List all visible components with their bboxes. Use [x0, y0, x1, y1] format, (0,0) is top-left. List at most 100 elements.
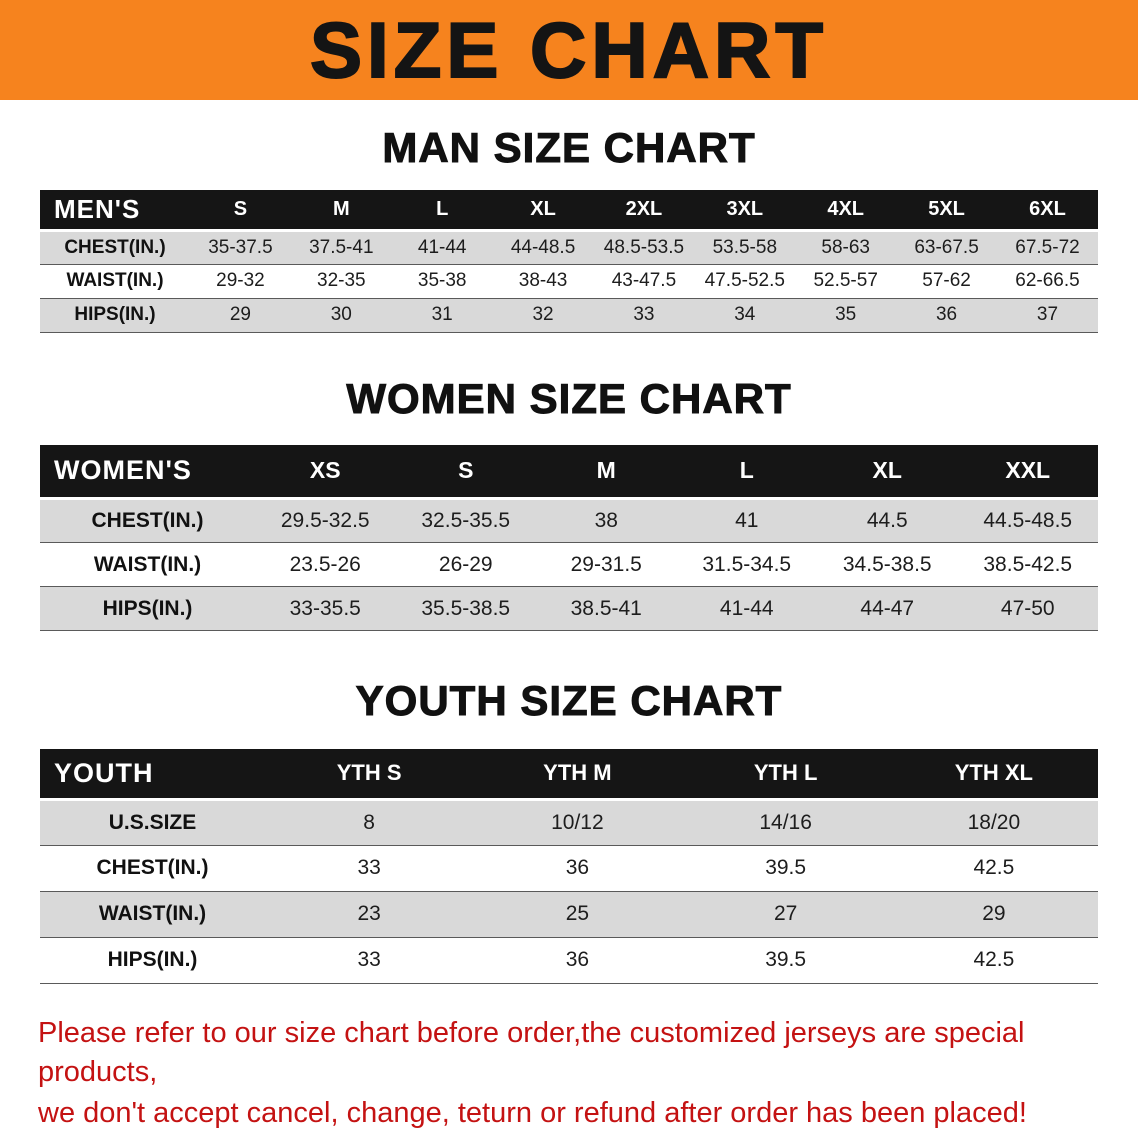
youth-cell-value: 23	[265, 890, 474, 938]
disclaimer-line-1: Please refer to our size chart before or…	[38, 1016, 1025, 1088]
men-column-header: 2XL	[593, 190, 695, 232]
women-cell-value: 35.5-38.5	[395, 586, 536, 631]
men-cell-value: 38-43	[492, 263, 594, 299]
women-cell-value: 47-50	[957, 586, 1098, 631]
youth-size-section: YOUTH SIZE CHART YOUTH YTH S YTH M YTH L YTH…	[0, 677, 1138, 984]
men-table-row: CHEST(IN.) 35-37.5 37.5-41 41-44 44-48.5 48.5…	[40, 229, 1098, 265]
men-column-header: 3XL	[694, 190, 796, 232]
men-column-header: S	[190, 190, 291, 232]
men-cell-value: 47.5-52.5	[694, 263, 796, 299]
men-header-row: MEN'S S M L XL 2XL 3XL 4XL 5XL 6XL	[40, 190, 1098, 232]
men-cell-value: 44-48.5	[492, 229, 594, 265]
women-table-row: WAIST(IN.) 23.5-26 26-29 29-31.5 31.5-34.5 34…	[40, 542, 1098, 587]
men-cell-value: 32-35	[290, 263, 392, 299]
men-column-header: M	[290, 190, 392, 232]
youth-row-label: HIPS(IN.)	[40, 936, 265, 984]
men-cell-value: 32	[492, 297, 594, 333]
youth-row-label: U.S.SIZE	[40, 798, 265, 846]
men-cell-value: 43-47.5	[593, 263, 695, 299]
youth-cell-value: 36	[473, 936, 682, 984]
men-cell-value: 29	[190, 297, 291, 333]
men-cell-value: 34	[694, 297, 796, 333]
women-table-label: WOMEN'S	[40, 444, 255, 500]
women-cell-value: 29-31.5	[536, 542, 677, 587]
women-cell-value: 44-47	[817, 586, 958, 631]
page-title: SIZE CHART	[309, 6, 828, 94]
men-cell-value: 35-37.5	[190, 229, 291, 265]
disclaimer-line-2: we don't accept cancel, change, teturn o…	[38, 1096, 1027, 1129]
men-table-label: MEN'S	[40, 190, 190, 232]
youth-cell-value: 14/16	[681, 798, 890, 846]
women-size-table: WOMEN'S XS S M L XL XXL CHEST(IN.) 29.5-32.5 32.5…	[40, 444, 1098, 631]
men-cell-value: 35-38	[391, 263, 493, 299]
youth-cell-value: 42.5	[889, 844, 1098, 892]
women-cell-value: 38.5-41	[536, 586, 677, 631]
youth-section-heading: YOUTH SIZE CHART	[355, 677, 783, 725]
men-column-header: 5XL	[896, 190, 997, 232]
women-column-header: L	[676, 444, 817, 500]
women-cell-value: 23.5-26	[255, 542, 396, 587]
women-cell-value: 29.5-32.5	[255, 498, 396, 543]
youth-cell-value: 8	[265, 798, 474, 846]
youth-cell-value: 36	[473, 844, 682, 892]
men-column-header: 6XL	[997, 190, 1098, 232]
men-cell-value: 37	[997, 297, 1098, 333]
youth-table-row: HIPS(IN.) 33 36 39.5 42.5	[40, 936, 1098, 984]
youth-table-label: YOUTH	[40, 749, 265, 801]
youth-cell-value: 18/20	[889, 798, 1098, 846]
women-column-header: XL	[817, 444, 958, 500]
women-column-header: M	[536, 444, 677, 500]
youth-cell-value: 29	[889, 890, 1098, 938]
men-row-label: HIPS(IN.)	[40, 297, 190, 333]
men-size-table: MEN'S S M L XL 2XL 3XL 4XL 5XL 6XL CHEST(IN.) 35-37…	[40, 190, 1098, 333]
men-column-header: 4XL	[795, 190, 897, 232]
men-size-section: MAN SIZE CHART MEN'S S M L XL 2XL 3XL 4XL 5XL 6XL…	[0, 124, 1138, 333]
women-table-row: CHEST(IN.) 29.5-32.5 32.5-35.5 38 41 44.5 44.5…	[40, 498, 1098, 543]
women-column-header: XXL	[957, 444, 1098, 500]
youth-header-row: YOUTH YTH S YTH M YTH L YTH XL	[40, 749, 1098, 801]
men-cell-value: 30	[290, 297, 392, 333]
men-cell-value: 48.5-53.5	[593, 229, 695, 265]
men-cell-value: 35	[795, 297, 897, 333]
men-column-header: L	[391, 190, 493, 232]
youth-table-row: CHEST(IN.) 33 36 39.5 42.5	[40, 844, 1098, 892]
men-cell-value: 57-62	[896, 263, 997, 299]
youth-cell-value: 39.5	[681, 936, 890, 984]
men-table-row: HIPS(IN.) 29 30 31 32 33 34 35 36 37	[40, 297, 1098, 333]
men-cell-value: 52.5-57	[795, 263, 897, 299]
women-cell-value: 34.5-38.5	[817, 542, 958, 587]
youth-cell-value: 27	[681, 890, 890, 938]
women-cell-value: 26-29	[395, 542, 536, 587]
women-cell-value: 44.5-48.5	[957, 498, 1098, 543]
men-cell-value: 58-63	[795, 229, 897, 265]
women-row-label: CHEST(IN.)	[40, 498, 255, 543]
men-cell-value: 62-66.5	[997, 263, 1098, 299]
women-row-label: HIPS(IN.)	[40, 586, 255, 631]
women-cell-value: 32.5-35.5	[395, 498, 536, 543]
men-section-heading: MAN SIZE CHART	[382, 124, 756, 172]
youth-row-label: CHEST(IN.)	[40, 844, 265, 892]
disclaimer: Please refer to our size chart before or…	[38, 1014, 1100, 1133]
women-column-header: S	[395, 444, 536, 500]
women-cell-value: 38	[536, 498, 677, 543]
men-cell-value: 41-44	[391, 229, 493, 265]
youth-table-row: WAIST(IN.) 23 25 27 29	[40, 890, 1098, 938]
youth-column-header: YTH XL	[889, 749, 1098, 801]
women-column-header: XS	[255, 444, 396, 500]
men-cell-value: 33	[593, 297, 695, 333]
men-cell-value: 29-32	[190, 263, 291, 299]
title-banner: SIZE CHART	[0, 0, 1138, 100]
women-table-row: HIPS(IN.) 33-35.5 35.5-38.5 38.5-41 41-44 44-…	[40, 586, 1098, 631]
men-row-label: WAIST(IN.)	[40, 263, 190, 299]
women-cell-value: 44.5	[817, 498, 958, 543]
women-cell-value: 31.5-34.5	[676, 542, 817, 587]
women-header-row: WOMEN'S XS S M L XL XXL	[40, 444, 1098, 500]
men-cell-value: 53.5-58	[694, 229, 796, 265]
men-cell-value: 67.5-72	[997, 229, 1098, 265]
men-cell-value: 63-67.5	[896, 229, 997, 265]
women-row-label: WAIST(IN.)	[40, 542, 255, 587]
youth-table-row: U.S.SIZE 8 10/12 14/16 18/20	[40, 798, 1098, 846]
men-column-header: XL	[492, 190, 594, 232]
men-cell-value: 31	[391, 297, 493, 333]
